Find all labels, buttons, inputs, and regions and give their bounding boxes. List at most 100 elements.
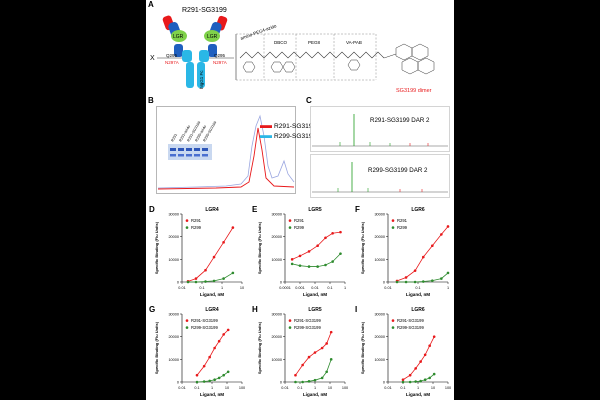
data-point bbox=[331, 260, 334, 263]
panel-label-i: I bbox=[355, 305, 357, 314]
trace-blue bbox=[157, 114, 295, 189]
data-point bbox=[231, 271, 235, 275]
series-line-1 bbox=[295, 331, 332, 376]
series-line-2 bbox=[295, 359, 332, 383]
y-tick-label: 20000 bbox=[168, 335, 179, 339]
y-tick-label: 0 bbox=[383, 381, 385, 385]
x-tick-label: 0.01 bbox=[281, 386, 288, 390]
data-point bbox=[329, 358, 333, 361]
x-tick-label: 1 bbox=[417, 386, 419, 390]
data-point bbox=[419, 360, 422, 363]
linker-segment-1: amino-PEG4-azido bbox=[240, 23, 278, 41]
data-point bbox=[195, 380, 199, 384]
gel-image bbox=[168, 144, 212, 160]
panel-label-d: D bbox=[149, 205, 155, 214]
data-point bbox=[423, 353, 427, 357]
x-tick-label: 100 bbox=[445, 386, 451, 390]
data-point bbox=[440, 233, 443, 236]
data-point bbox=[339, 252, 342, 255]
data-point bbox=[440, 277, 443, 280]
data-point bbox=[316, 265, 319, 268]
gel-lane-1: R291 bbox=[170, 133, 178, 142]
legend-entry: R291 bbox=[397, 218, 408, 223]
y-tick-label: 30000 bbox=[168, 213, 179, 217]
legend-marker bbox=[288, 219, 292, 222]
spectrum-1-title: R291-SG3199 DAR 2 bbox=[370, 117, 430, 124]
data-point bbox=[313, 378, 317, 382]
data-point bbox=[204, 280, 207, 283]
panel-b-sec: R291 R291-azido R291-SG3199 R299-azido R… bbox=[156, 106, 296, 194]
data-point bbox=[186, 280, 190, 284]
legend-marker bbox=[288, 226, 292, 229]
n297a-right: N297A bbox=[213, 60, 227, 65]
x-tick-label: 10 bbox=[225, 386, 229, 390]
panel-label-c: C bbox=[306, 96, 312, 105]
y-tick-label: 20000 bbox=[271, 235, 282, 239]
y-tick-label: 0 bbox=[177, 381, 179, 385]
y-axis-label: Specific Binding (Flu Units) bbox=[360, 321, 365, 374]
legend-entry: R299 bbox=[397, 225, 408, 230]
legend-entry: R299-SG3199 bbox=[294, 325, 321, 330]
chart-i: I LGR6 0 10000 20000 30000 0.01 0.1 1 10 100 Ligand… bbox=[355, 305, 451, 397]
data-point bbox=[446, 271, 450, 275]
series-line-2 bbox=[188, 272, 234, 283]
data-point bbox=[414, 367, 417, 370]
data-point bbox=[301, 380, 304, 384]
data-point bbox=[325, 342, 328, 345]
legend-marker bbox=[391, 219, 395, 222]
data-point bbox=[431, 279, 434, 282]
y-tick-label: 10000 bbox=[271, 358, 282, 362]
linker-segment-3: PEG8 bbox=[308, 40, 321, 45]
data-point bbox=[212, 279, 216, 283]
sg3199-structure bbox=[383, 43, 435, 75]
x-tick-label: 0.01 bbox=[178, 386, 185, 390]
data-point bbox=[195, 373, 199, 377]
y-axis-label: Specific Binding (Flu Units) bbox=[257, 321, 262, 374]
y-tick-label: 20000 bbox=[374, 235, 385, 239]
x-tick-label: 0.1 bbox=[199, 286, 204, 290]
data-point bbox=[217, 376, 221, 380]
data-point bbox=[316, 244, 319, 248]
legend-entry-r299: R299-SG3199 bbox=[274, 133, 317, 140]
data-point bbox=[213, 346, 216, 350]
data-point bbox=[325, 370, 328, 374]
data-point bbox=[194, 277, 198, 280]
data-point bbox=[324, 263, 327, 267]
data-point bbox=[320, 376, 324, 380]
data-point bbox=[204, 268, 207, 272]
x-axis-label: Ligand, nM bbox=[406, 292, 430, 297]
series-line-2 bbox=[196, 371, 229, 383]
y-tick-label: 30000 bbox=[374, 313, 385, 317]
x-tick-label: 100 bbox=[239, 386, 245, 390]
data-point bbox=[307, 355, 311, 359]
data-point bbox=[395, 280, 399, 284]
x-axis-label: Ligand, nM bbox=[303, 292, 327, 297]
legend-marker bbox=[391, 226, 395, 229]
x-tick-label: 10 bbox=[240, 286, 244, 290]
data-point bbox=[446, 225, 450, 228]
y-tick-label: 0 bbox=[280, 281, 282, 285]
data-point bbox=[324, 236, 327, 240]
data-point bbox=[212, 255, 216, 259]
x-tick-label: 0.0001 bbox=[279, 286, 291, 290]
data-point bbox=[339, 230, 342, 234]
series-line-1 bbox=[196, 329, 229, 376]
data-point bbox=[331, 231, 334, 235]
data-point bbox=[428, 344, 431, 348]
legend-entry: R299-SG3199 bbox=[397, 325, 424, 330]
legend-marker bbox=[391, 319, 395, 322]
legend-marker bbox=[185, 226, 189, 229]
y-tick-label: 10000 bbox=[168, 258, 179, 262]
x-tick-label: 0.01 bbox=[178, 286, 185, 290]
x-tick-label: 1 bbox=[221, 286, 223, 290]
x-mark: X bbox=[150, 55, 155, 62]
data-point bbox=[401, 378, 405, 382]
data-point bbox=[408, 380, 412, 384]
data-point bbox=[313, 351, 317, 354]
q295-right: Q295 bbox=[214, 53, 226, 58]
panel-label-h: H bbox=[252, 305, 258, 314]
figure-page: A R291-SG3199 LGR LGR X Q295 Q295 N297A … bbox=[146, 0, 454, 400]
data-point bbox=[194, 280, 198, 284]
x-tick-label: 0.1 bbox=[194, 386, 199, 390]
